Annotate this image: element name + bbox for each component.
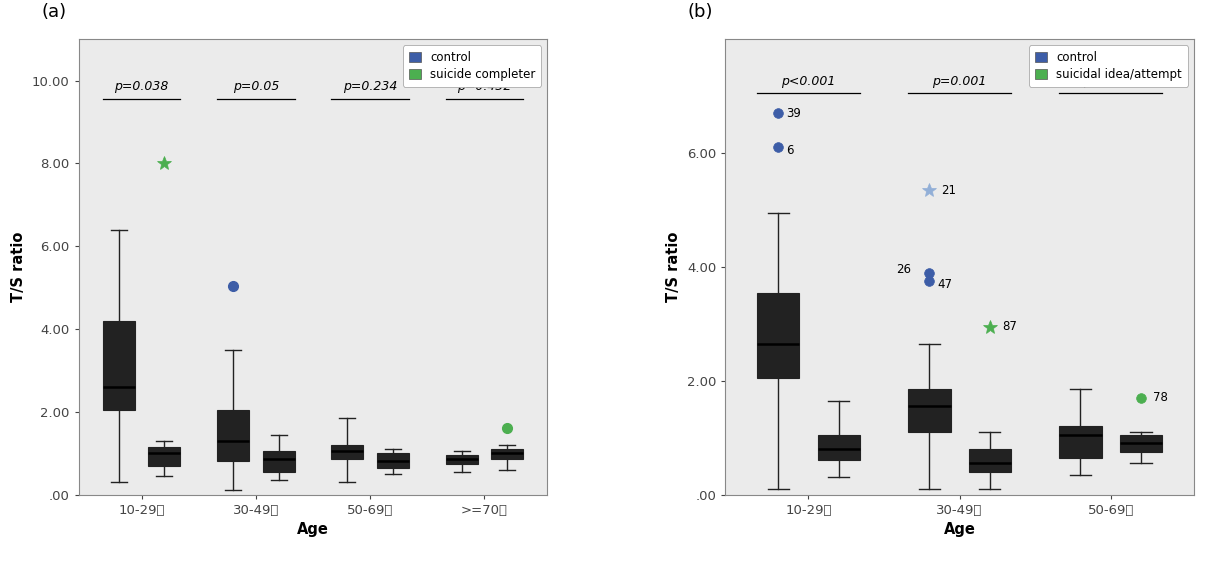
PathPatch shape bbox=[217, 410, 248, 461]
Y-axis label: T/S ratio: T/S ratio bbox=[11, 232, 27, 302]
PathPatch shape bbox=[446, 455, 478, 464]
X-axis label: Age: Age bbox=[297, 522, 328, 537]
Y-axis label: T/S ratio: T/S ratio bbox=[667, 232, 681, 302]
PathPatch shape bbox=[263, 451, 295, 472]
PathPatch shape bbox=[968, 449, 1011, 472]
Text: 39: 39 bbox=[785, 107, 801, 120]
Text: 47: 47 bbox=[937, 278, 951, 291]
PathPatch shape bbox=[491, 449, 524, 459]
Text: p=0.432: p=0.432 bbox=[457, 80, 511, 93]
PathPatch shape bbox=[103, 321, 135, 410]
Text: (a): (a) bbox=[41, 3, 67, 21]
Text: p=0.234: p=0.234 bbox=[343, 80, 398, 93]
PathPatch shape bbox=[818, 435, 859, 460]
Text: 78: 78 bbox=[1153, 391, 1168, 404]
Text: 87: 87 bbox=[1002, 320, 1017, 333]
Text: 21: 21 bbox=[942, 184, 956, 197]
PathPatch shape bbox=[908, 389, 950, 432]
Legend: control, suicide completer: control, suicide completer bbox=[402, 46, 542, 87]
PathPatch shape bbox=[1120, 435, 1162, 452]
Text: (b): (b) bbox=[688, 3, 714, 21]
Text: 26: 26 bbox=[896, 263, 911, 277]
Text: p=0.859: p=0.859 bbox=[1084, 75, 1138, 88]
Text: p=0.05: p=0.05 bbox=[233, 80, 279, 93]
Text: p<0.001: p<0.001 bbox=[782, 75, 835, 88]
Text: 6: 6 bbox=[785, 144, 794, 157]
PathPatch shape bbox=[1059, 426, 1102, 457]
PathPatch shape bbox=[149, 447, 181, 465]
PathPatch shape bbox=[758, 293, 800, 378]
PathPatch shape bbox=[331, 445, 364, 459]
PathPatch shape bbox=[377, 453, 408, 468]
Text: p=0.001: p=0.001 bbox=[932, 75, 987, 88]
X-axis label: Age: Age bbox=[944, 522, 976, 537]
Text: p=0.038: p=0.038 bbox=[114, 80, 168, 93]
Legend: control, suicidal idea/attempt: control, suicidal idea/attempt bbox=[1029, 46, 1188, 87]
